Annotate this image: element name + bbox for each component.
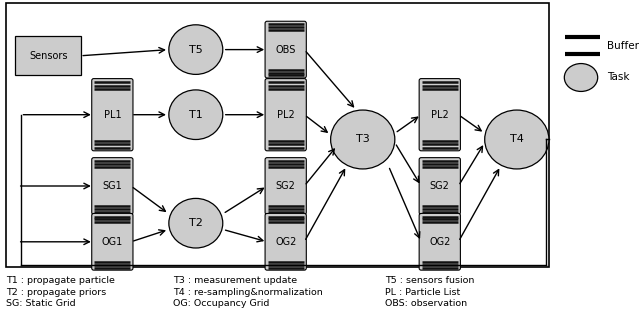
Text: T1: T1	[189, 110, 203, 120]
FancyBboxPatch shape	[265, 214, 306, 270]
Ellipse shape	[169, 25, 223, 74]
Text: T2 : propagate priors: T2 : propagate priors	[6, 288, 107, 297]
Text: OG2: OG2	[275, 237, 297, 247]
Bar	[6, 3, 549, 267]
Text: T5 : sensors fusion: T5 : sensors fusion	[385, 276, 474, 285]
Ellipse shape	[564, 64, 598, 91]
FancyBboxPatch shape	[92, 214, 133, 270]
Text: SG2: SG2	[430, 181, 449, 191]
Text: OG1: OG1	[101, 237, 123, 247]
Text: T3: T3	[356, 135, 370, 144]
Text: T4 : re-sampling&normalization: T4 : re-sampling&normalization	[173, 288, 323, 297]
Text: PL1: PL1	[103, 110, 121, 120]
FancyBboxPatch shape	[265, 21, 306, 78]
FancyBboxPatch shape	[92, 79, 133, 151]
FancyBboxPatch shape	[419, 214, 460, 270]
Ellipse shape	[169, 198, 223, 248]
FancyBboxPatch shape	[92, 158, 133, 214]
Text: SG2: SG2	[276, 181, 295, 191]
Text: T4: T4	[510, 135, 524, 144]
Text: T2: T2	[189, 218, 203, 228]
Text: PL : Particle List: PL : Particle List	[385, 288, 460, 297]
Text: SG: Static Grid: SG: Static Grid	[6, 299, 76, 308]
FancyBboxPatch shape	[419, 79, 460, 151]
Ellipse shape	[485, 110, 549, 169]
Text: T5: T5	[189, 45, 203, 55]
FancyBboxPatch shape	[15, 36, 82, 75]
FancyBboxPatch shape	[265, 158, 306, 214]
Text: Buffer: Buffer	[607, 41, 639, 51]
Text: SG1: SG1	[103, 181, 122, 191]
Text: OBS: observation: OBS: observation	[385, 299, 467, 308]
Text: OG2: OG2	[429, 237, 451, 247]
Text: T3 : measurement update: T3 : measurement update	[173, 276, 297, 285]
Ellipse shape	[169, 90, 223, 140]
FancyBboxPatch shape	[265, 79, 306, 151]
Text: T1 : propagate particle: T1 : propagate particle	[6, 276, 116, 285]
Text: PL2: PL2	[277, 110, 295, 120]
Text: Task: Task	[607, 73, 629, 82]
Text: Sensors: Sensors	[29, 51, 67, 61]
Ellipse shape	[331, 110, 395, 169]
Text: OG: Occupancy Grid: OG: Occupancy Grid	[173, 299, 270, 308]
Text: PL2: PL2	[431, 110, 449, 120]
Text: OBS: OBS	[275, 45, 296, 55]
FancyBboxPatch shape	[419, 158, 460, 214]
